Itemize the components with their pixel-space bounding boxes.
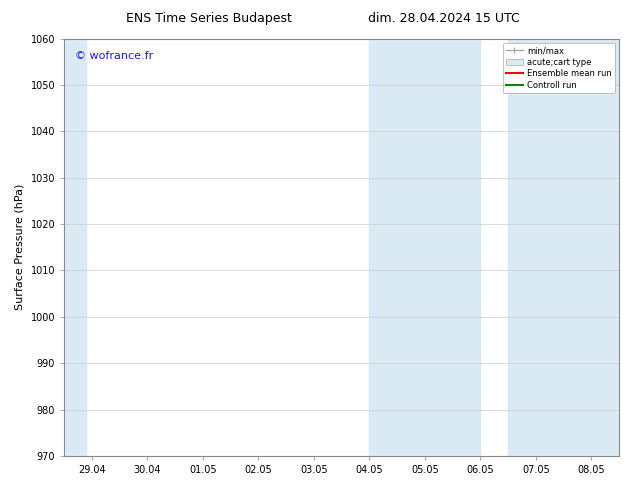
Text: dim. 28.04.2024 15 UTC: dim. 28.04.2024 15 UTC: [368, 12, 520, 25]
Legend: min/max, acute;cart type, Ensemble mean run, Controll run: min/max, acute;cart type, Ensemble mean …: [503, 43, 615, 93]
Text: © wofrance.fr: © wofrance.fr: [75, 51, 153, 61]
Y-axis label: Surface Pressure (hPa): Surface Pressure (hPa): [15, 184, 25, 311]
Bar: [508, 39, 619, 456]
Text: ENS Time Series Budapest: ENS Time Series Budapest: [126, 12, 292, 25]
Bar: [370, 39, 481, 456]
Bar: [64, 39, 86, 456]
